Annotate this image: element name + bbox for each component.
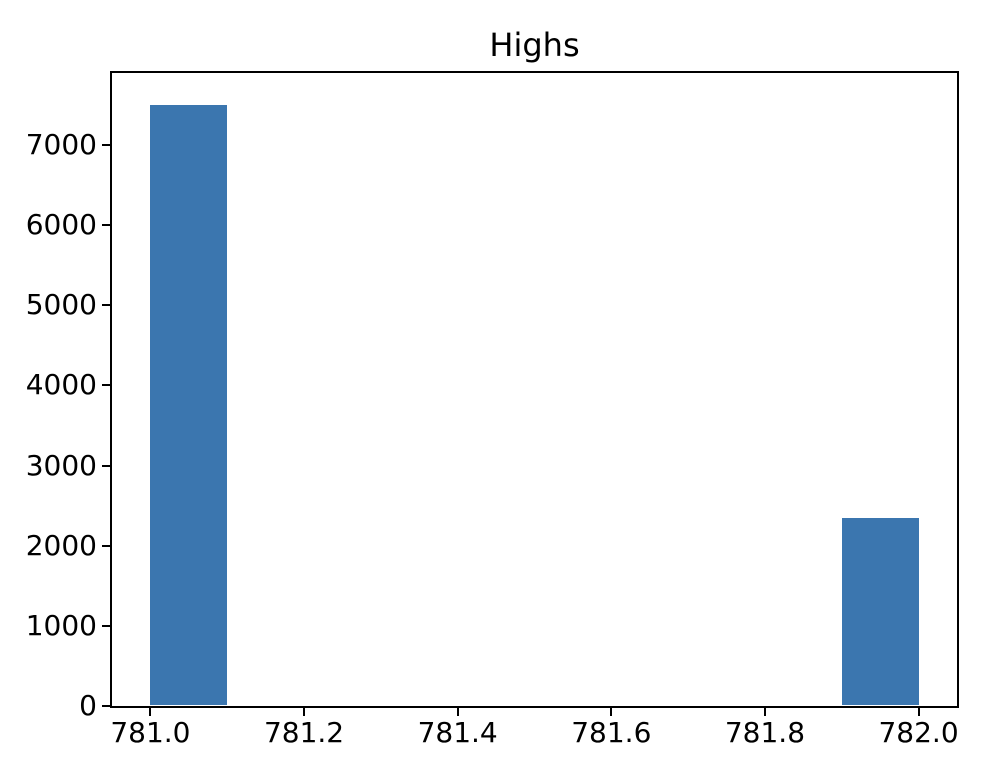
y-tick-mark [102, 304, 110, 307]
y-tick-label: 7000 [25, 128, 97, 162]
y-tick-label: 3000 [25, 448, 97, 482]
y-tick-mark [102, 224, 110, 227]
y-tick-label: 4000 [25, 368, 97, 402]
x-tick-mark [456, 708, 459, 716]
histogram-bar [841, 517, 919, 705]
y-tick-mark [102, 544, 110, 547]
y-tick-mark [102, 384, 110, 387]
x-tick-label: 781.4 [417, 716, 498, 749]
y-tick-label: 0 [79, 689, 97, 722]
y-tick-mark [102, 705, 110, 707]
histogram-bar [150, 105, 228, 705]
x-tick-mark [763, 708, 766, 716]
x-tick-label: 781.2 [263, 716, 345, 749]
x-tick-mark [149, 708, 152, 716]
y-tick-label: 6000 [25, 208, 97, 242]
y-tick-mark [102, 144, 110, 147]
chart-title: Highs [489, 26, 580, 64]
x-tick-label: 781.6 [571, 716, 652, 749]
y-tick-mark [102, 624, 110, 627]
x-tick-mark [610, 708, 613, 716]
y-tick-label: 1000 [25, 608, 97, 642]
x-tick-label: 781.0 [110, 716, 191, 749]
y-tick-label: 5000 [25, 288, 97, 322]
x-tick-mark [917, 708, 920, 716]
y-tick-label: 2000 [25, 528, 97, 562]
x-tick-label: 782.0 [878, 716, 959, 749]
x-tick-label: 781.8 [724, 716, 806, 749]
plot-area [110, 71, 959, 708]
x-tick-mark [303, 708, 306, 716]
y-tick-mark [102, 464, 110, 467]
